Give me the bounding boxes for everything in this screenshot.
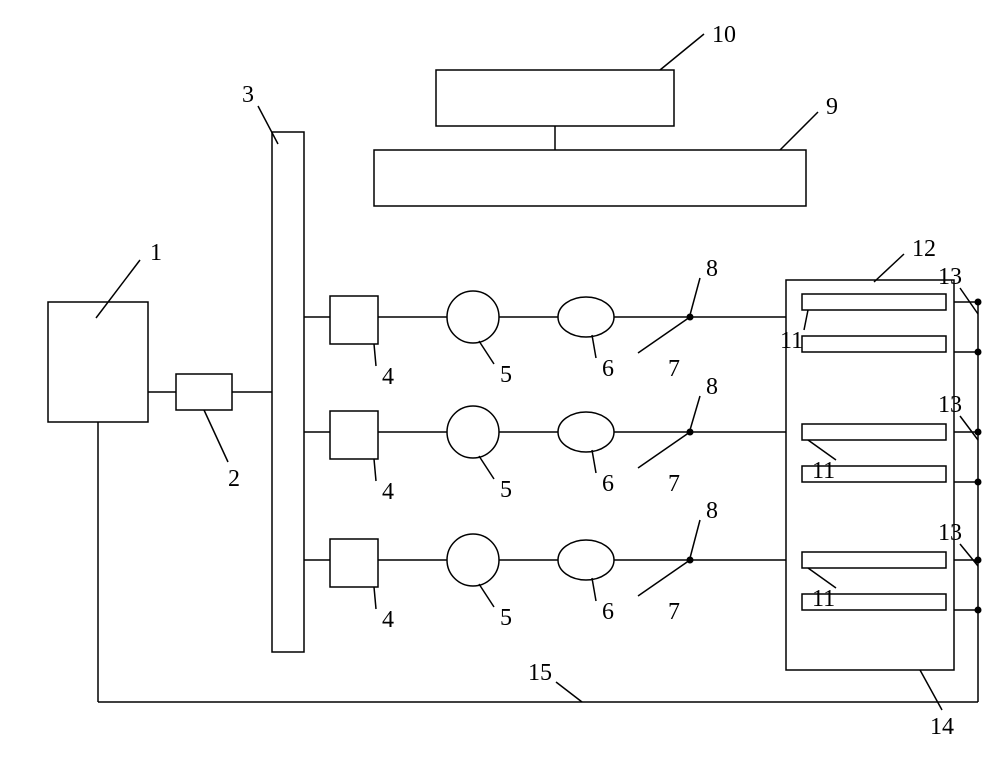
label-13c: 13 — [938, 520, 962, 546]
label-7-0: 7 — [668, 356, 680, 382]
block-4-1 — [330, 411, 378, 459]
block-2 — [176, 374, 232, 410]
branch-7-2 — [638, 560, 690, 596]
label-4-0: 4 — [382, 364, 394, 390]
lead-4-2 — [374, 587, 376, 609]
leader-13c — [960, 544, 978, 566]
lead-11-0 — [804, 310, 808, 330]
bar-11-0-1 — [802, 336, 946, 352]
label-10: 10 — [712, 22, 736, 48]
label-8-2: 8 — [706, 498, 718, 524]
block-6-2 — [558, 540, 614, 580]
label-4-1: 4 — [382, 479, 394, 505]
lead-11-2 — [808, 568, 836, 588]
block-10 — [436, 70, 674, 126]
block-6-0 — [558, 297, 614, 337]
diagram: 456781145678114567811123910121313131415 — [0, 0, 1000, 770]
block-6-1 — [558, 412, 614, 452]
label-14: 14 — [930, 714, 954, 740]
lead-5-0 — [479, 341, 494, 364]
label-6-0: 6 — [602, 356, 614, 382]
label-12: 12 — [912, 236, 936, 262]
leader-9 — [780, 112, 818, 150]
label-4-2: 4 — [382, 607, 394, 633]
block-5-0 — [447, 291, 499, 343]
bar-11-0-0 — [802, 294, 946, 310]
label-11-1: 11 — [812, 458, 835, 484]
block-4-2 — [330, 539, 378, 587]
label-1: 1 — [150, 240, 162, 266]
leader-10 — [660, 34, 704, 70]
label-15: 15 — [528, 660, 552, 686]
leader-2 — [204, 410, 228, 462]
lead-11-1 — [808, 440, 836, 460]
leader-1 — [96, 260, 140, 318]
lead-4-0 — [374, 344, 376, 366]
block-5-1 — [447, 406, 499, 458]
label-2: 2 — [228, 466, 240, 492]
label-7-2: 7 — [668, 599, 680, 625]
branch-7-0 — [638, 317, 690, 353]
label-13a: 13 — [938, 264, 962, 290]
lead-6-0 — [592, 335, 596, 358]
lead-5-2 — [479, 584, 494, 607]
lead-4-1 — [374, 459, 376, 481]
branch-7-1 — [638, 432, 690, 468]
bar-11-2-0 — [802, 552, 946, 568]
block-1 — [48, 302, 148, 422]
label-8-1: 8 — [706, 374, 718, 400]
label-13b: 13 — [938, 392, 962, 418]
lead-6-2 — [592, 578, 596, 601]
label-11-2: 11 — [812, 586, 835, 612]
lead-6-1 — [592, 450, 596, 473]
label-7-1: 7 — [668, 471, 680, 497]
lead-8-2 — [690, 520, 700, 558]
label-6-2: 6 — [602, 599, 614, 625]
block-3 — [272, 132, 304, 652]
leader-15 — [556, 682, 582, 702]
block-9 — [374, 150, 806, 206]
label-9: 9 — [826, 94, 838, 120]
block-4-0 — [330, 296, 378, 344]
leader-14 — [920, 670, 942, 710]
block-5-2 — [447, 534, 499, 586]
label-3: 3 — [242, 82, 254, 108]
leader-13b — [960, 416, 978, 440]
leader-12 — [874, 254, 904, 282]
label-6-1: 6 — [602, 471, 614, 497]
bar-11-1-0 — [802, 424, 946, 440]
label-11-0: 11 — [780, 328, 803, 354]
label-5-1: 5 — [500, 477, 512, 503]
leader-3 — [258, 106, 278, 144]
lead-8-1 — [690, 396, 700, 430]
label-8-0: 8 — [706, 256, 718, 282]
lead-8-0 — [690, 278, 700, 315]
lead-5-1 — [479, 456, 494, 479]
label-5-0: 5 — [500, 362, 512, 388]
label-5-2: 5 — [500, 605, 512, 631]
